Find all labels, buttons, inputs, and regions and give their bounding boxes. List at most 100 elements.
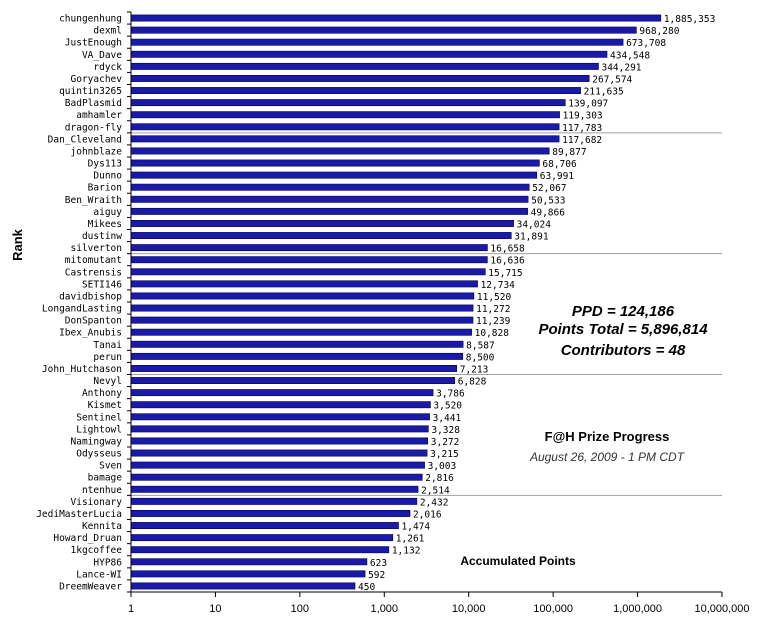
bar — [130, 534, 394, 542]
bar — [130, 111, 560, 119]
bar — [130, 473, 423, 481]
value-label: 68,706 — [542, 159, 577, 170]
category-label: SETI146 — [82, 279, 122, 290]
bar — [130, 280, 478, 288]
category-label: Tanai — [93, 340, 122, 351]
x-tick-label: 100 — [291, 603, 309, 615]
gridlines — [131, 132, 722, 496]
ppd-annotation: PPD = 124,186 — [572, 303, 675, 320]
value-label: 52,067 — [532, 183, 566, 194]
category-label: Ibex_Anubis — [59, 328, 122, 339]
bar — [130, 147, 550, 155]
category-label: rdyck — [93, 62, 122, 73]
bar — [130, 171, 538, 179]
category-label: Goryachev — [71, 74, 123, 85]
category-label: Sentinel — [76, 412, 122, 423]
category-label: Dan_Cleveland — [48, 134, 122, 145]
value-label: 11,239 — [476, 316, 511, 327]
value-label: 31,891 — [514, 232, 549, 243]
value-label: 10,828 — [475, 328, 510, 339]
value-label: 3,520 — [433, 401, 462, 412]
value-label: 49,866 — [531, 207, 566, 218]
value-label: 2,816 — [425, 473, 454, 484]
bar — [130, 62, 599, 70]
bar — [130, 14, 662, 22]
bar — [130, 352, 464, 360]
value-label: 673,708 — [626, 38, 666, 49]
category-label: Barion — [88, 183, 122, 194]
value-label: 11,272 — [476, 304, 510, 315]
value-label: 3,272 — [431, 437, 460, 448]
category-label: DonSpanton — [65, 316, 122, 327]
value-label: 50,533 — [531, 195, 565, 206]
value-label: 450 — [358, 582, 375, 593]
bar — [130, 401, 431, 409]
value-label: 623 — [370, 558, 387, 569]
value-label: 3,441 — [433, 413, 462, 424]
points-total-annotation: Points Total = 5,896,814 — [538, 321, 708, 338]
category-label: JediMasterLucia — [36, 509, 122, 520]
bar — [130, 365, 458, 372]
value-label: 6,828 — [458, 377, 487, 388]
bar — [130, 159, 540, 167]
category-label: Dunno — [93, 171, 122, 182]
value-label: 267,574 — [592, 74, 632, 85]
bar — [130, 256, 488, 264]
bar — [130, 304, 474, 312]
bar — [130, 582, 356, 590]
x-tick-labels: 1 10 100 1,000 10,000 100,000 1,000,000 10,000,… — [128, 603, 750, 615]
value-label: 1,474 — [402, 522, 431, 533]
value-label: 11,520 — [477, 292, 512, 303]
bar — [130, 340, 464, 348]
x-tick-label: 10 — [209, 603, 221, 615]
value-label: 117,682 — [562, 135, 602, 146]
category-labels: chungenhungdexmlJustEnoughVA_DaverdyckGo… — [36, 14, 122, 593]
category-label: Lance-WI — [76, 569, 122, 580]
bar — [130, 413, 430, 421]
axes — [127, 11, 723, 597]
bar — [130, 87, 581, 94]
x-tick-label: 10,000,000 — [694, 603, 749, 615]
category-label: Howard_Druan — [53, 533, 122, 544]
category-label: Sven — [99, 461, 122, 472]
bar — [130, 449, 428, 457]
x-tick-label: 100,000 — [533, 603, 573, 615]
bar — [130, 220, 514, 227]
value-labels: 1,885,353968,280673,708434,548344,291267… — [358, 14, 715, 593]
value-label: 1,885,353 — [664, 14, 715, 25]
category-label: Dys113 — [88, 159, 122, 170]
bar — [130, 485, 419, 493]
bar — [130, 316, 474, 324]
value-label: 2,432 — [420, 497, 449, 508]
category-label: JustEnough — [65, 38, 122, 49]
bar — [130, 292, 475, 300]
category-label: BadPlasmid — [65, 98, 122, 109]
value-label: 2,514 — [421, 485, 450, 496]
value-label: 344,291 — [601, 62, 641, 73]
category-label: VA_Dave — [82, 50, 122, 61]
category-label: chungenhung — [59, 14, 122, 25]
bar — [130, 99, 566, 107]
value-label: 3,003 — [428, 461, 457, 472]
bar — [130, 268, 486, 276]
bar — [130, 546, 390, 554]
bar — [130, 207, 528, 215]
category-label: johnblaze — [71, 146, 123, 157]
x-tick-label: 1,000 — [371, 603, 399, 615]
category-label: Lightowl — [76, 424, 122, 435]
category-label: Anthony — [82, 388, 122, 399]
x-tick-label: 1 — [128, 603, 134, 615]
value-label: 2,016 — [413, 509, 442, 520]
category-label: ntenhue — [82, 485, 122, 496]
bar — [130, 510, 411, 517]
category-label: amhamler — [76, 110, 122, 121]
x-tick-label: 10,000 — [452, 603, 486, 615]
value-label: 16,658 — [490, 244, 525, 255]
value-label: 12,734 — [481, 280, 516, 291]
value-label: 434,548 — [610, 50, 650, 61]
value-label: 1,132 — [392, 546, 421, 557]
bar — [130, 389, 434, 397]
x-axis-label: Accumulated Points — [460, 554, 576, 568]
